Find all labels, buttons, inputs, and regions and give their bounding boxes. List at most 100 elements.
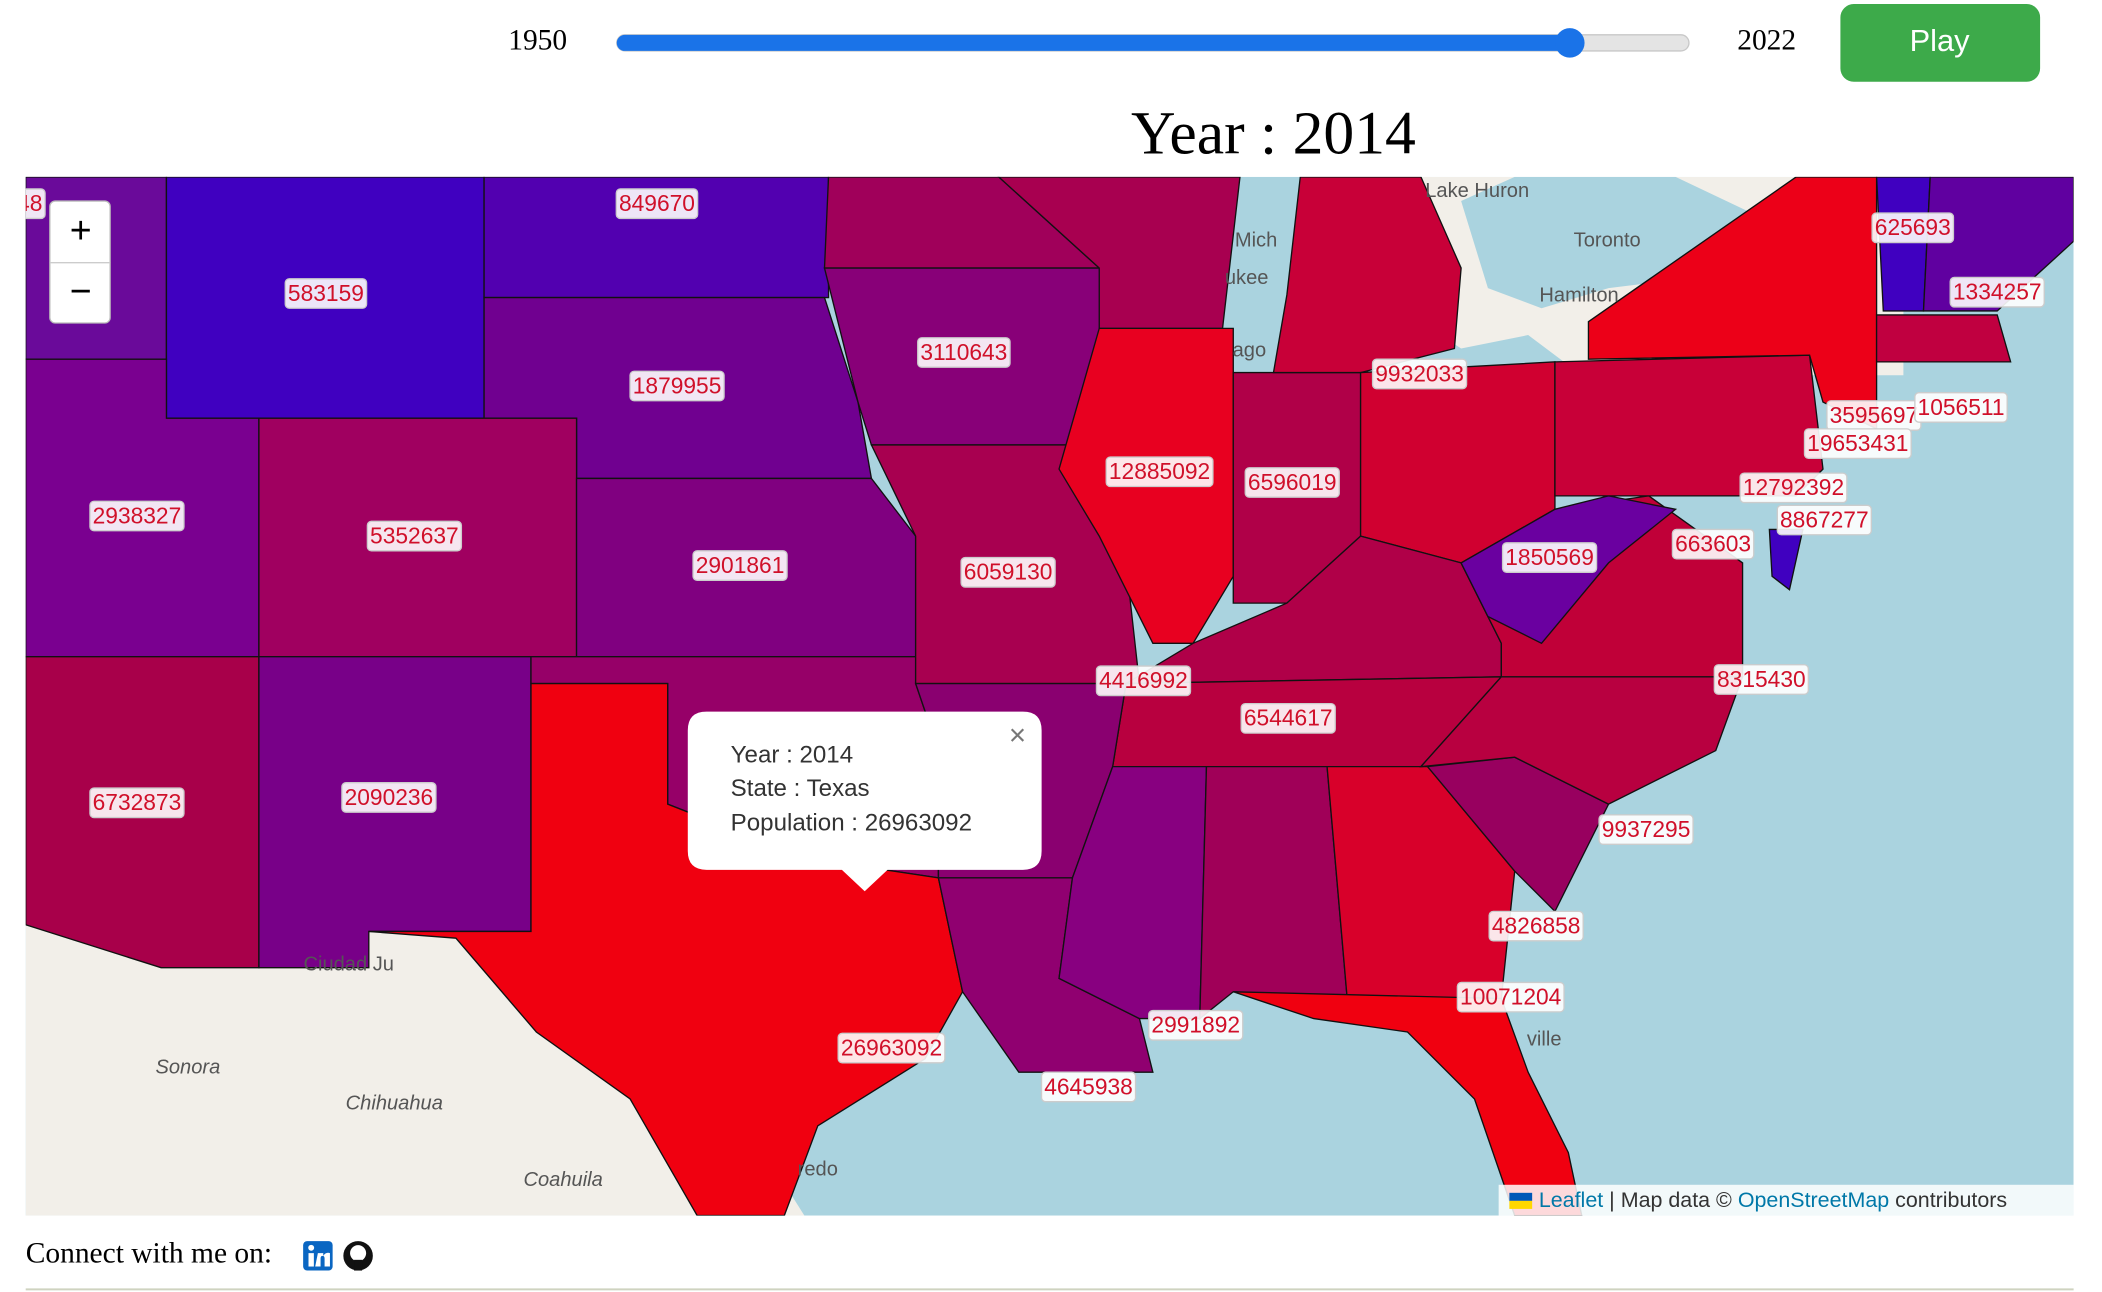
state-label: 1879955 bbox=[629, 370, 725, 402]
linkedin-icon[interactable] bbox=[303, 1241, 333, 1271]
state-label: 9932033 bbox=[1371, 358, 1468, 390]
state-label: 48 bbox=[25, 188, 46, 220]
label-bg bbox=[629, 370, 725, 402]
state-label: 2938327 bbox=[89, 500, 185, 532]
label-bg bbox=[1371, 358, 1468, 390]
state-label-text: 2938327 bbox=[93, 502, 182, 528]
state-label: 3595697 bbox=[1826, 400, 1922, 431]
state-label-text: 1850569 bbox=[1505, 544, 1594, 570]
place-name: ukee bbox=[1225, 267, 1269, 289]
label-bg bbox=[1949, 276, 2045, 308]
footer-text: Connect with me on: bbox=[26, 1238, 272, 1270]
state-label: 12885092 bbox=[1105, 456, 1214, 488]
label-bg bbox=[341, 782, 437, 813]
state-label-text: 10071204 bbox=[1460, 984, 1561, 1010]
state-label-text: 26963092 bbox=[841, 1034, 942, 1060]
place-name: ago bbox=[1233, 339, 1267, 361]
state-label-text: 12792392 bbox=[1743, 474, 1844, 500]
year-title: Year : 2014 bbox=[1131, 100, 1416, 168]
label-bg bbox=[1739, 472, 1848, 504]
state-label: 9937295 bbox=[1598, 814, 1694, 846]
label-bg bbox=[1488, 910, 1584, 942]
label-bg bbox=[284, 278, 368, 309]
github-icon[interactable] bbox=[343, 1241, 373, 1271]
state-label-text: 8315430 bbox=[1717, 666, 1806, 692]
play-label[interactable]: Play bbox=[1910, 23, 1971, 58]
state-label-text: 3595697 bbox=[1830, 402, 1919, 428]
label-bg bbox=[1456, 981, 1565, 1013]
zoom-control: + − bbox=[49, 200, 111, 324]
state-label-text: 3110643 bbox=[920, 339, 1007, 365]
state-label: 4645938 bbox=[1040, 1071, 1137, 1103]
attribution-text: Leaflet | Map data © OpenStreetMap contr… bbox=[1539, 1188, 2007, 1212]
place-name: Chihuahua bbox=[346, 1093, 443, 1115]
popup-close[interactable]: × bbox=[1009, 719, 1026, 752]
state-label: 5352637 bbox=[366, 520, 463, 552]
flag bbox=[1509, 1192, 1533, 1201]
state-label-text: 1056511 bbox=[1918, 394, 2005, 420]
play-button[interactable]: Play bbox=[1840, 4, 2041, 82]
label-bg bbox=[1040, 1071, 1137, 1103]
linkedin-glyph bbox=[315, 1252, 330, 1267]
place-name: Ciudad Ju bbox=[303, 953, 393, 975]
year-slider[interactable] bbox=[616, 28, 1690, 58]
state-label-text: 663603 bbox=[1675, 530, 1751, 556]
label-bg bbox=[25, 188, 46, 220]
play-button-bg bbox=[1840, 4, 2041, 82]
state-label-text: 849670 bbox=[619, 190, 695, 216]
lake bbox=[1226, 176, 1301, 389]
label-bg bbox=[1713, 664, 1810, 695]
state-label-text: 6544617 bbox=[1244, 705, 1333, 731]
label-bg bbox=[917, 337, 1011, 368]
state-label-text: 1879955 bbox=[633, 372, 722, 398]
state bbox=[1272, 176, 1462, 374]
leaflet-link[interactable]: Leaflet bbox=[1539, 1188, 1603, 1212]
linkedin-glyph bbox=[308, 1253, 314, 1267]
label-bg bbox=[1871, 212, 1955, 244]
state-label: 6059130 bbox=[960, 556, 1056, 588]
states bbox=[25, 176, 2074, 1216]
place-name: Coahuila bbox=[523, 1169, 602, 1191]
state bbox=[1199, 765, 1348, 1021]
github-glyph bbox=[354, 1259, 363, 1271]
state bbox=[1233, 991, 1583, 1216]
place-name: redo bbox=[798, 1158, 838, 1180]
popup-line: Year : 2014 bbox=[731, 741, 853, 768]
map[interactable]: Lake Huron Toronto Hamilton Mich ukee ag… bbox=[14, 176, 2074, 1216]
state-label: 2090236 bbox=[341, 782, 437, 813]
state-label: 19653431 bbox=[1803, 428, 1912, 460]
place-name: Sonora bbox=[155, 1056, 220, 1078]
state-label: 8315430 bbox=[1713, 664, 1810, 695]
label-bg bbox=[1105, 456, 1214, 488]
label-bg bbox=[692, 550, 788, 581]
popup-line: State : Texas bbox=[731, 775, 870, 802]
state bbox=[1875, 314, 2012, 363]
attribution-suffix: contributors bbox=[1895, 1188, 2007, 1212]
state-label: 1850569 bbox=[1501, 542, 1598, 573]
label-bg bbox=[1914, 392, 2008, 423]
state-label-text: 9937295 bbox=[1602, 816, 1691, 842]
slider-thumb[interactable] bbox=[1555, 28, 1585, 58]
label-bg bbox=[1148, 1009, 1244, 1041]
osm-link[interactable]: OpenStreetMap bbox=[1738, 1188, 1889, 1212]
state-label-text: 5352637 bbox=[370, 522, 459, 548]
zoom-out[interactable]: − bbox=[70, 269, 92, 311]
attribution: Leaflet | Map data © OpenStreetMap contr… bbox=[1498, 1184, 2074, 1216]
state bbox=[1875, 176, 1931, 312]
label-bg bbox=[1671, 528, 1755, 560]
state-label: 6544617 bbox=[1240, 702, 1336, 734]
state-label: 10071204 bbox=[1456, 981, 1565, 1013]
state-label-text: 6732873 bbox=[93, 789, 182, 815]
state-label-text: 19653431 bbox=[1807, 430, 1908, 456]
label-bg bbox=[615, 188, 699, 220]
state-label: 2901861 bbox=[692, 550, 788, 581]
state-label: 3110643 bbox=[917, 337, 1011, 368]
state-label: 1056511 bbox=[1914, 392, 2008, 423]
state-label: 12792392 bbox=[1739, 472, 1848, 504]
zoom-in[interactable]: + bbox=[70, 209, 92, 251]
state-label-text: 625693 bbox=[1875, 214, 1951, 240]
place-name: Hamilton bbox=[1539, 285, 1618, 307]
label-bg bbox=[1095, 665, 1192, 697]
state-label: 1334257 bbox=[1949, 276, 2045, 308]
